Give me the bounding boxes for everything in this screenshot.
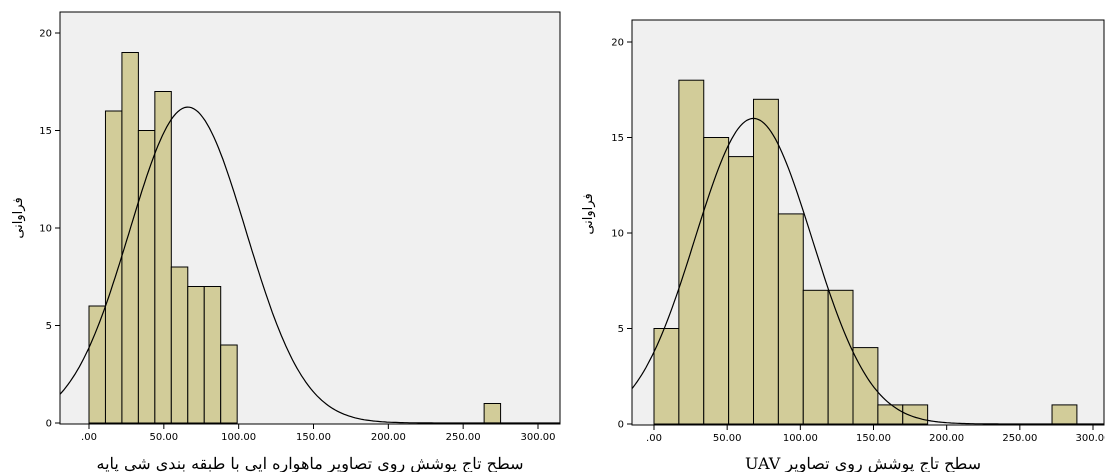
x-tick-label: .00 [646,433,662,444]
x-tick-label: 300.00 [1076,433,1105,444]
histogram-bar [483,403,502,424]
histogram-bar [777,213,804,425]
histogram-uav: 0 5 10 15 20 .00 50.00 100.00 150.00 200.00 250.00… [581,19,1105,472]
histogram-bar [220,344,238,424]
histogram-bar [827,289,854,425]
y-tick-label: 10 [611,229,624,240]
y-tick-label: 15 [611,133,624,144]
y-tick-label: 5 [618,324,624,335]
histogram-satellite: 0 5 10 15 20 .00 50.00 100.00 150.00 200.00 250.00… [11,11,561,472]
x-tick-label: 200.00 [929,433,964,444]
x-tick-label: 150.00 [856,433,891,444]
histogram-bar [154,91,172,424]
y-tick-label: 5 [46,321,52,332]
x-axis-title: سطح تاج پوشش روی تصاویر UAV [745,454,981,472]
x-tick-label: 250.00 [446,432,481,443]
y-tick-label: 10 [39,224,52,235]
x-tick-label: 100.00 [221,432,256,443]
histogram-bar [728,156,755,425]
normal-curve [60,106,560,424]
x-tick-label: 300.00 [521,432,556,443]
histogram-bar [802,289,829,425]
y-tick-label: 20 [611,38,624,49]
x-tick-label: 250.00 [1002,433,1037,444]
y-tick-label: 20 [39,29,52,40]
y-tick-label: 0 [46,419,52,430]
histogram-bar [753,98,779,425]
x-tick-label: .00 [81,432,97,443]
x-tick-label: 100.00 [783,433,818,444]
x-axis-title: سطح تاج پوشش روی تصاویر ماهواره ایی با ط… [97,454,524,472]
histogram-bar [852,347,879,425]
y-axis-title: فراوانی [11,197,26,238]
y-tick-label: 15 [39,126,52,137]
histogram-bar [877,404,904,425]
x-tick-label: 50.00 [150,432,179,443]
histogram-bar [703,137,730,425]
histogram-bar [203,286,222,424]
normal-curve [632,117,1104,425]
histogram-bar [88,305,106,424]
histogram-bar [1051,404,1078,425]
y-tick-label: 0 [618,420,624,431]
histogram-bar [170,266,189,424]
y-axis-title: فراوانی [581,193,596,234]
histogram-bar [187,286,205,424]
x-tick-label: 150.00 [296,432,331,443]
x-tick-label: 50.00 [713,433,742,444]
histogram-bar [653,328,680,425]
histogram-bar [104,110,123,424]
x-tick-label: 200.00 [371,432,406,443]
histogram-bar [121,52,139,424]
histogram-bar [137,130,156,424]
